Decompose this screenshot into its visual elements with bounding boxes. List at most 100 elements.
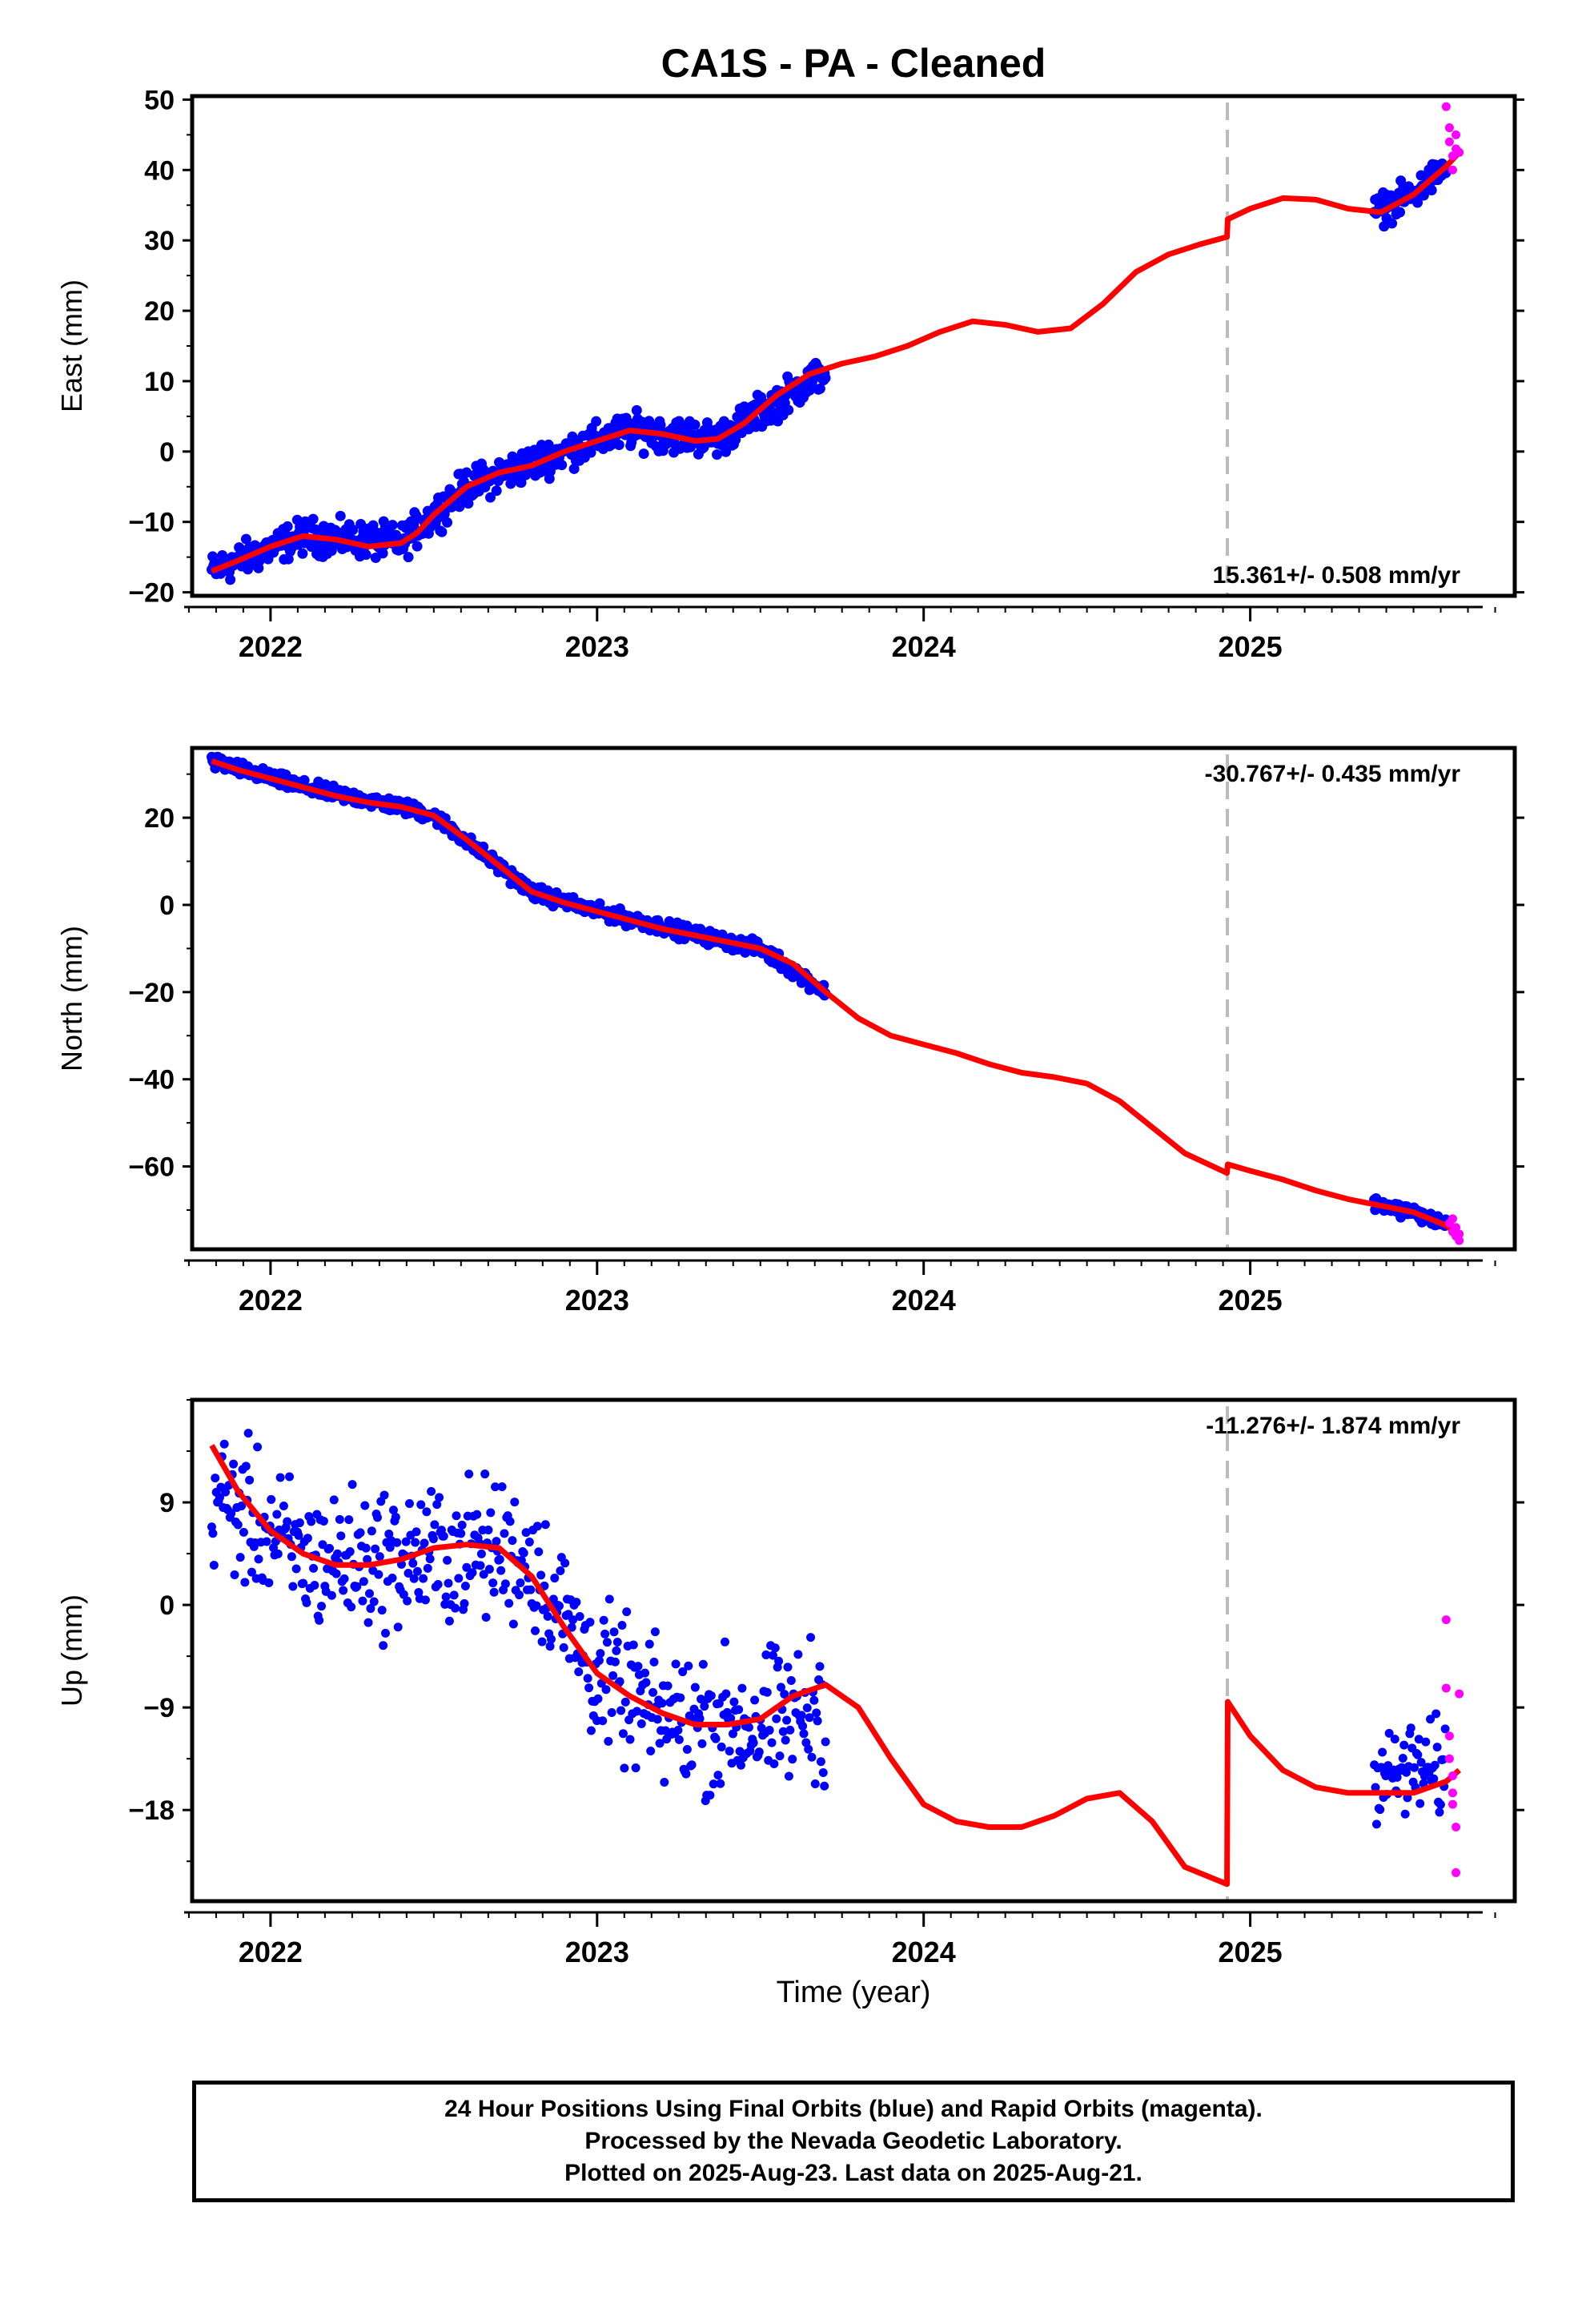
rapid-orbit-point	[1447, 1788, 1457, 1798]
final-orbit-point	[786, 1676, 796, 1686]
final-orbit-point	[279, 1502, 288, 1511]
final-orbit-point	[586, 1726, 596, 1735]
final-orbit-point	[399, 1590, 408, 1599]
y-axis-label: East (mm)	[55, 279, 88, 412]
final-orbit-point	[519, 1548, 528, 1558]
final-orbit-point	[744, 1723, 753, 1732]
final-orbit-point	[375, 1552, 384, 1562]
final-orbit-point	[500, 1579, 510, 1589]
final-orbit-point	[600, 1629, 610, 1638]
final-orbit-point	[331, 1569, 341, 1578]
final-orbit-point	[409, 1574, 419, 1583]
x-tick-label: 2024	[892, 1936, 956, 1968]
final-orbit-point	[317, 1602, 327, 1611]
final-orbit-point	[556, 460, 568, 471]
final-orbit-point	[583, 1674, 592, 1683]
final-orbit-point	[574, 1667, 584, 1677]
final-orbit-point	[631, 1763, 640, 1773]
final-orbit-point	[684, 1661, 693, 1671]
final-orbit-point	[267, 1494, 276, 1504]
final-orbit-point	[781, 1735, 790, 1745]
final-orbit-point	[649, 1657, 659, 1667]
final-orbit-point	[380, 1628, 390, 1638]
final-orbit-point	[1432, 1743, 1442, 1752]
final-orbit-point	[307, 1517, 316, 1526]
final-orbit-point	[335, 1514, 344, 1524]
final-orbit-point	[416, 1500, 426, 1510]
final-orbit-point	[761, 1650, 771, 1659]
final-orbit-point	[285, 1472, 295, 1482]
final-orbit-point	[345, 1547, 355, 1557]
final-orbit-point	[379, 1490, 389, 1500]
y-tick-label: −60	[128, 1152, 175, 1183]
final-orbit-point	[814, 383, 825, 394]
final-orbit-point	[655, 420, 666, 431]
chart-title: CA1S - PA - Cleaned	[661, 41, 1046, 86]
final-orbit-point	[460, 1581, 470, 1590]
final-orbit-point	[347, 1480, 357, 1490]
final-orbit-point	[673, 1726, 683, 1735]
y-tick-label: 0	[159, 891, 175, 921]
final-orbit-point	[532, 1522, 542, 1531]
model-fit-line	[211, 758, 1461, 1239]
final-orbit-point	[559, 1642, 568, 1652]
footer-caption-box: 24 Hour Positions Using Final Orbits (bl…	[192, 2081, 1515, 2202]
final-orbit-point	[652, 1715, 662, 1724]
final-orbit-point	[504, 1598, 514, 1608]
final-orbit-point	[425, 1554, 435, 1564]
final-orbit-point	[550, 1574, 560, 1583]
y-tick-label: −40	[128, 1065, 175, 1096]
final-orbit-point	[769, 408, 781, 419]
final-orbit-point	[208, 1529, 218, 1538]
final-orbit-point	[272, 1510, 282, 1519]
y-tick-label: −18	[128, 1795, 175, 1826]
final-orbit-point	[545, 1642, 555, 1651]
y-tick-label: 9	[159, 1488, 175, 1518]
final-orbit-point	[449, 1590, 459, 1600]
final-orbit-point	[593, 1694, 603, 1703]
panel-east: −20 −10 0 10 20 30 40 50 2022 2023 2024 2025 East (m…	[55, 85, 1524, 663]
final-orbit-point	[734, 1705, 744, 1715]
final-orbit-point	[1440, 1724, 1450, 1734]
final-orbit-point	[468, 1568, 477, 1578]
x-tick-label: 2023	[565, 1936, 629, 1968]
rapid-orbit-point	[1447, 1214, 1457, 1224]
final-orbit-point	[291, 1564, 301, 1574]
final-orbit-point	[816, 1757, 825, 1767]
final-orbit-point	[636, 1719, 646, 1729]
final-orbit-point	[536, 1570, 546, 1580]
final-orbit-point	[648, 1687, 658, 1697]
final-orbit-point	[476, 1561, 485, 1570]
rapid-orbit-point	[1444, 123, 1454, 133]
final-orbit-point	[508, 1536, 517, 1546]
final-orbit-point	[809, 1695, 819, 1705]
final-orbit-point	[379, 1641, 388, 1651]
final-orbit-point	[347, 525, 359, 536]
final-orbit-point	[432, 1500, 442, 1510]
final-orbit-point	[422, 1507, 432, 1517]
y-tick-label: 0	[159, 1590, 175, 1621]
final-orbit-point	[361, 1543, 371, 1553]
final-orbit-point	[363, 1554, 372, 1564]
final-orbit-point	[1378, 1747, 1387, 1757]
final-orbit-point	[372, 1513, 382, 1522]
final-orbit-point	[273, 1549, 283, 1558]
final-orbit-point	[230, 1570, 239, 1579]
final-orbit-point	[412, 541, 423, 552]
final-orbit-point	[436, 526, 448, 537]
final-orbit-point	[319, 1516, 328, 1526]
final-orbit-point	[435, 1493, 444, 1502]
final-orbit-point	[225, 574, 236, 585]
rapid-orbit-point	[1452, 1868, 1461, 1877]
final-orbit-point	[412, 1566, 422, 1576]
final-orbit-point	[411, 1538, 420, 1547]
rapid-orbit-point	[1444, 1754, 1454, 1763]
final-orbit-point	[1410, 1763, 1419, 1772]
final-orbit-point	[299, 774, 310, 786]
final-orbit-point	[408, 1558, 418, 1568]
final-orbit-point	[660, 1778, 669, 1787]
final-orbit-point	[427, 1486, 436, 1496]
final-orbit-point	[315, 1615, 324, 1625]
final-orbit-point	[730, 434, 741, 445]
